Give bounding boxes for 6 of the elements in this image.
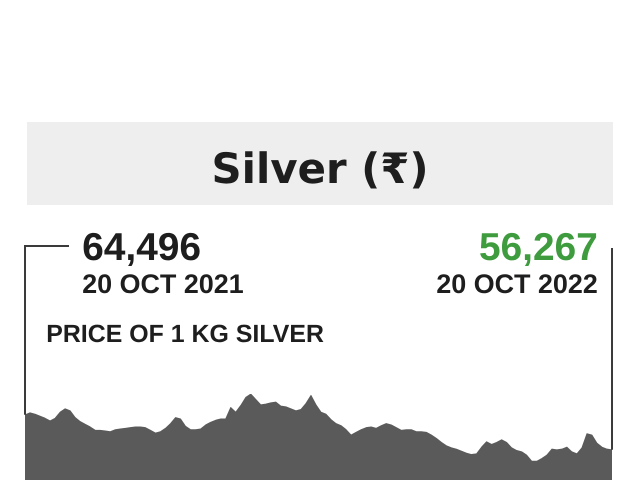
- text: 64,496: [84, 232, 200, 266]
- text: PRICE OF 1 KG SILVER: [48, 324, 324, 342]
- text: 20 OCT 2022: [437, 274, 597, 294]
- text: 56,267: [480, 232, 596, 266]
- chart-title: Silver (₹): [214, 151, 425, 189]
- text: 20 OCT 2021: [83, 274, 243, 294]
